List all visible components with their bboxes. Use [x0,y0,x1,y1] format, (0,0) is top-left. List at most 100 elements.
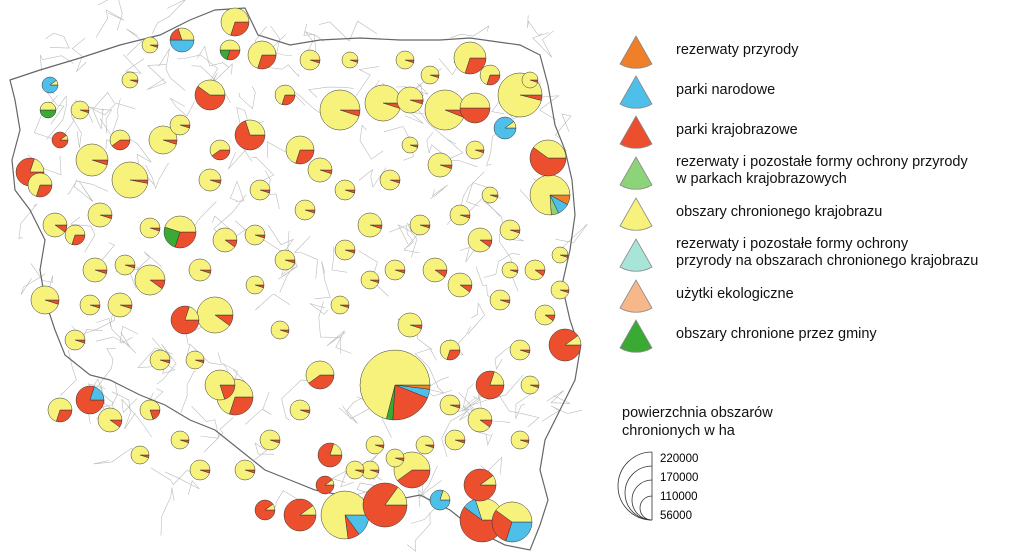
county-border [475,430,493,447]
protected-area-pie [121,71,139,89]
pie-slice [467,407,493,433]
pie-slice [30,285,60,315]
pie-slice [197,79,226,96]
pie-slice [212,227,238,253]
pie-slice [505,521,533,543]
protected-area-pie [475,370,505,400]
protected-area-pie [447,272,473,298]
pie-slice [257,54,277,70]
county-border [151,337,176,374]
pie-slice [467,227,493,253]
pie-slice [534,304,556,326]
pie-slice [489,289,511,311]
protected-area-pie [409,214,431,236]
protected-area-pie [479,64,501,86]
protected-area-pie [254,499,276,521]
protected-area-pie [341,51,359,69]
county-border [245,391,272,425]
pie-slice [334,239,356,261]
county-border [160,487,175,536]
protected-area-pie [420,65,440,85]
pie-slice [345,460,365,480]
pie-slice [204,369,236,401]
pie-slice [385,448,405,468]
county-border [101,108,113,134]
size-circle-56000 [639,495,653,521]
protected-area-pie [453,41,487,75]
county-border [170,98,195,117]
pie-slice [114,254,136,276]
protected-area-pie [188,258,212,282]
county-border [92,92,115,130]
pie-slice [550,280,570,300]
pie-slice [134,264,166,296]
protected-area-pie [499,219,521,241]
protected-area-pie [429,489,451,511]
legend-swatch [619,75,653,109]
pie-slice [551,246,569,264]
protected-area-pie [249,179,271,201]
protected-area-pie [170,430,190,450]
pie-slice [465,140,485,160]
county-border [151,0,186,34]
pie-slice [397,469,431,489]
protected-area-pie [82,257,108,283]
pie-slice [211,149,231,161]
pie-slice [392,384,428,421]
county-border [191,65,231,104]
protected-area-pie [396,86,424,114]
pie-slice [495,501,533,523]
pie-slice [139,399,161,421]
county-border [20,273,46,296]
legend-item-uzytki-ekologiczne: użytki ekologiczne [612,274,1023,314]
pie-slice [439,394,461,416]
size-circle-110000 [631,479,653,521]
pie-slice [299,49,321,71]
county-border [39,54,75,72]
county-border [278,230,298,280]
pie-slice [324,479,335,486]
pie-slice [274,84,296,105]
pie-slice [453,41,487,74]
protected-area-pie [510,430,530,450]
protected-area-pie [130,445,150,465]
pie-slice [510,430,530,450]
protected-area-pie [415,435,435,455]
county-border [96,318,137,354]
pie-slice [415,435,435,455]
protected-area-pie [319,89,361,131]
county-border [555,223,588,252]
protected-area-pie [334,239,356,261]
county-border [255,294,291,311]
pie-slice [169,114,191,136]
protected-area-pie [87,202,113,228]
protected-area-pie [459,92,491,124]
county-border [538,81,560,121]
protected-area-pie [134,264,166,296]
legend-label: rezerwaty przyrody [676,41,799,58]
legend-label: obszary chronionego krajobrazu [676,203,883,220]
protected-area-pie [362,482,408,528]
legend-item-obszary-chronionego-krajobrazu: obszary chronionego krajobrazu [612,192,1023,232]
protected-area-pie [114,254,136,276]
protected-area-pie [270,320,290,340]
county-border [158,48,186,91]
pie-slice [230,21,250,37]
legend-swatch [619,279,653,313]
pie-slice [305,360,335,384]
protected-area-pie [320,490,370,540]
protected-area-pie [550,280,570,300]
pie-slice [285,135,315,164]
pie-slice [295,149,315,165]
pie-slice [244,224,266,246]
protected-area-pie [427,152,453,178]
pie-slice [357,212,383,238]
county-border [157,343,177,385]
pie-slice [501,261,519,279]
pie-slice [75,143,109,177]
pie-slice [249,179,271,201]
protected-area-pie [141,36,159,54]
county-border [186,343,229,372]
pie-slice [294,199,316,221]
pie-slice [439,490,451,501]
